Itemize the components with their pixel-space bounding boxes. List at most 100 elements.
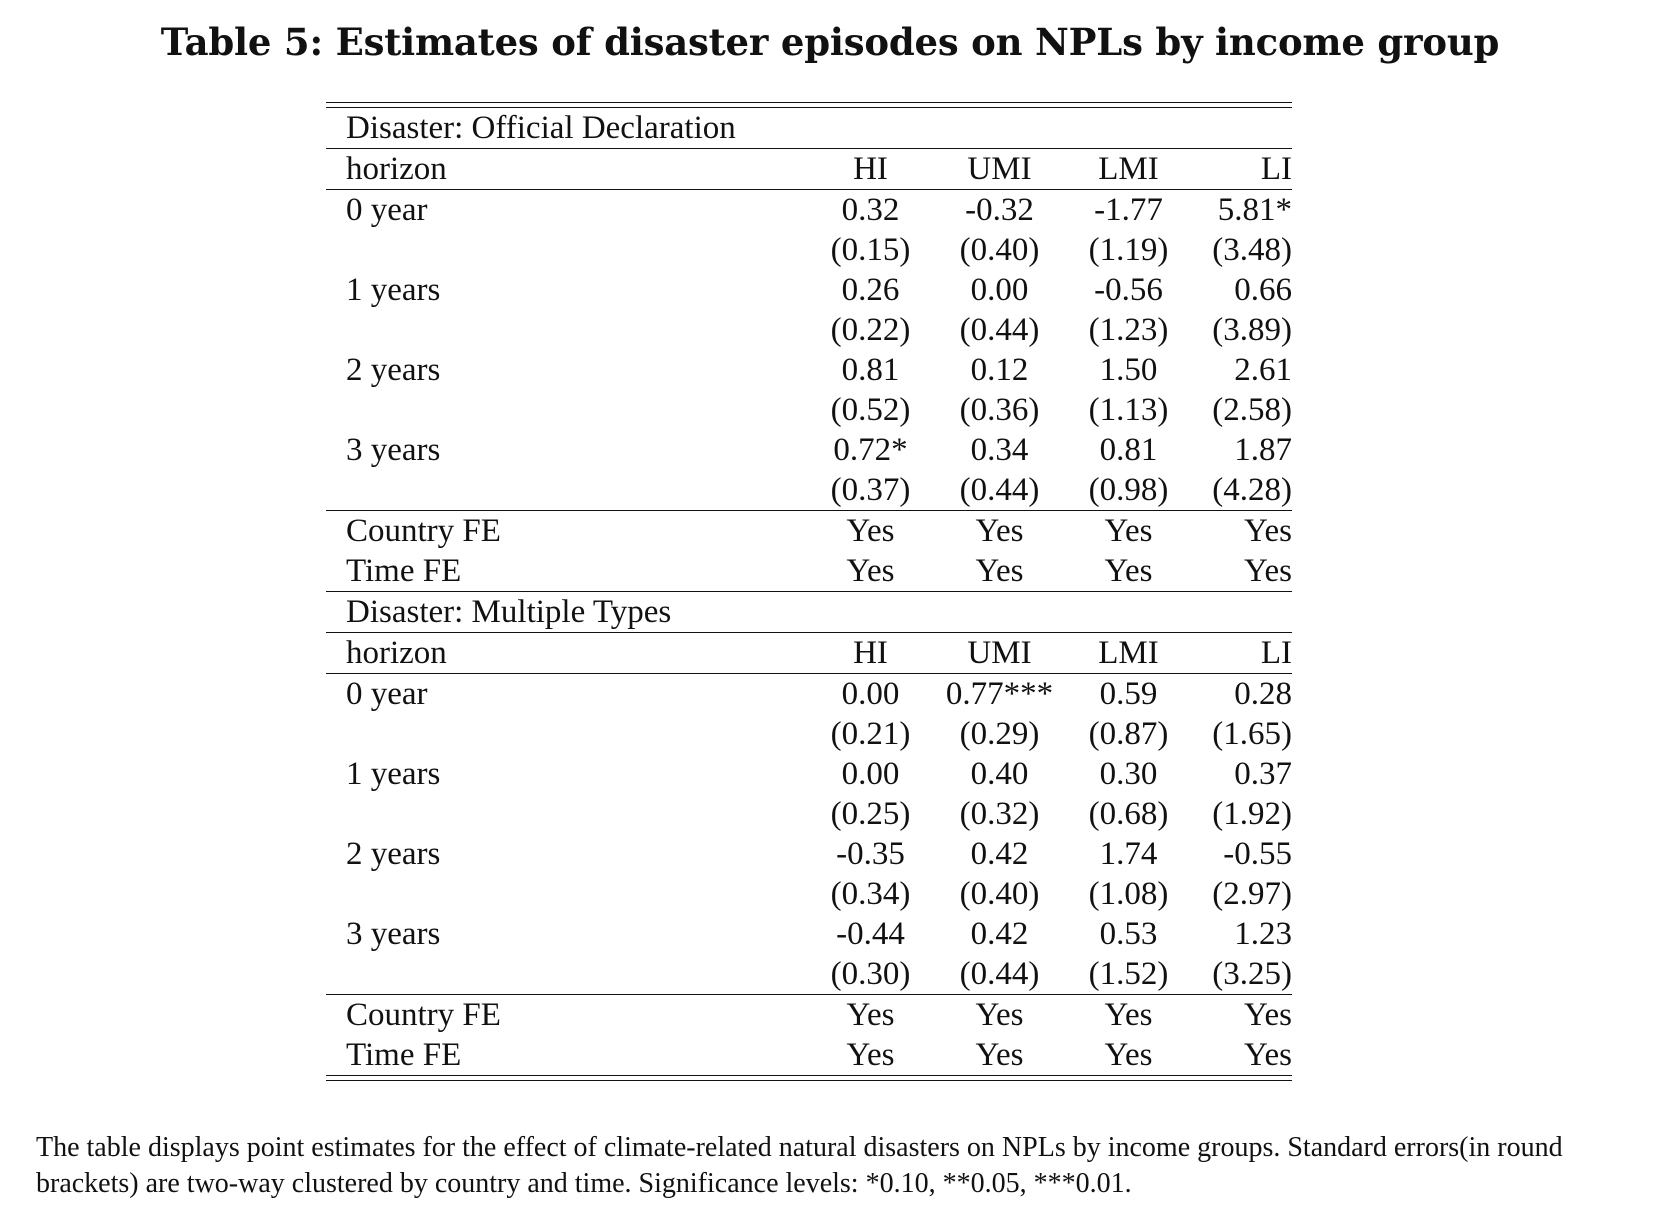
estimate-row: 0 year 0.32 -0.32 -1.77 5.81*: [326, 190, 1292, 230]
se-cell: (4.28): [1212, 472, 1292, 508]
estimate-cell: 0.28: [1234, 676, 1292, 712]
estimate-cell: 0.40: [970, 756, 1029, 792]
fe-cell: Yes: [846, 997, 895, 1033]
estimate-cell: -0.32: [965, 192, 1034, 228]
panel-heading-row: Disaster: Official Declaration: [326, 108, 1292, 148]
se-cell: (1.19): [1088, 232, 1169, 268]
se-cell: (0.25): [830, 796, 911, 832]
se-cell: (0.40): [959, 232, 1040, 268]
estimate-row: 1 years 0.00 0.40 0.30 0.37: [326, 754, 1292, 794]
estimate-cell: 0.42: [970, 836, 1029, 872]
row-label: 2 years: [346, 352, 441, 388]
estimate-cell: -0.35: [836, 836, 905, 872]
table-title: Table 5: Estimates of disaster episodes …: [160, 20, 1500, 64]
estimate-cell: 2.61: [1234, 352, 1292, 388]
se-row: (0.30) (0.44) (1.52) (3.25): [326, 954, 1292, 994]
row-label: Country FE: [346, 513, 501, 549]
estimate-cell: 0.12: [970, 352, 1029, 388]
fe-cell: Yes: [1104, 553, 1153, 589]
row-label: 0 year: [346, 676, 428, 712]
estimate-cell: 1.74: [1099, 836, 1158, 872]
column-header: LI: [1260, 635, 1292, 671]
estimate-cell: 0.77***: [945, 676, 1054, 712]
estimate-cell: 5.81*: [1217, 192, 1292, 228]
bottom-rule: [326, 1075, 1292, 1081]
fe-cell: Yes: [975, 1037, 1024, 1073]
top-rule: [326, 102, 1292, 108]
se-cell: (1.65): [1212, 716, 1292, 752]
se-cell: (0.29): [959, 716, 1040, 752]
se-cell: (1.52): [1088, 956, 1169, 992]
estimate-cell: 0.42: [970, 916, 1029, 952]
fe-cell: Yes: [1243, 513, 1292, 549]
se-cell: (0.44): [959, 956, 1040, 992]
estimate-row: 1 years 0.26 0.00 -0.56 0.66: [326, 270, 1292, 310]
fe-cell: Yes: [975, 997, 1024, 1033]
column-header: HI: [853, 635, 888, 671]
se-cell: (2.97): [1212, 876, 1292, 912]
panel-heading: Disaster: Multiple Types: [346, 594, 672, 630]
fe-cell: Yes: [846, 553, 895, 589]
estimate-cell: 1.87: [1234, 432, 1292, 468]
estimate-cell: 0.00: [841, 756, 900, 792]
se-row: (0.15) (0.40) (1.19) (3.48): [326, 230, 1292, 270]
se-cell: (2.58): [1212, 392, 1292, 428]
fe-cell: Yes: [975, 553, 1024, 589]
se-cell: (1.23): [1088, 312, 1169, 348]
se-cell: (0.44): [959, 472, 1040, 508]
row-header: horizon: [346, 635, 447, 671]
estimate-cell: 0.81: [1099, 432, 1158, 468]
se-cell: (3.89): [1212, 312, 1292, 348]
se-cell: (3.48): [1212, 232, 1292, 268]
se-cell: (0.21): [830, 716, 911, 752]
fe-row: Country FE Yes Yes Yes Yes: [326, 995, 1292, 1035]
fe-cell: Yes: [846, 513, 895, 549]
se-cell: (1.08): [1088, 876, 1169, 912]
estimate-cell: 0.53: [1099, 916, 1158, 952]
fe-cell: Yes: [1104, 513, 1153, 549]
estimate-cell: 1.23: [1234, 916, 1292, 952]
rule: [326, 591, 1292, 592]
column-header: LMI: [1098, 635, 1159, 671]
se-cell: (1.92): [1212, 796, 1292, 832]
column-header-row: horizon HI UMI LMI LI: [326, 633, 1292, 673]
se-row: (0.22) (0.44) (1.23) (3.89): [326, 310, 1292, 350]
se-cell: (0.30): [830, 956, 911, 992]
row-label: 1 years: [346, 272, 441, 308]
estimate-cell: 0.81: [841, 352, 900, 388]
row-label: 0 year: [346, 192, 428, 228]
rule: [326, 673, 1292, 674]
se-cell: (0.15): [830, 232, 911, 268]
estimate-cell: -0.55: [1223, 836, 1292, 872]
estimate-cell: -0.44: [836, 916, 905, 952]
se-cell: (0.40): [959, 876, 1040, 912]
panel-heading: Disaster: Official Declaration: [346, 110, 736, 146]
se-cell: (0.32): [959, 796, 1040, 832]
fe-row: Time FE Yes Yes Yes Yes: [326, 551, 1292, 591]
se-cell: (0.98): [1088, 472, 1169, 508]
estimate-cell: 0.66: [1234, 272, 1292, 308]
row-label: Time FE: [346, 553, 462, 589]
se-cell: (0.37): [830, 472, 911, 508]
row-label: 1 years: [346, 756, 441, 792]
row-label: 3 years: [346, 916, 441, 952]
column-header-row: horizon HI UMI LMI LI: [326, 149, 1292, 189]
rule: [326, 510, 1292, 511]
estimate-cell: -1.77: [1094, 192, 1163, 228]
se-cell: (3.25): [1212, 956, 1292, 992]
row-label: Time FE: [346, 1037, 462, 1073]
estimate-cell: 0.34: [970, 432, 1029, 468]
se-row: (0.37) (0.44) (0.98) (4.28): [326, 470, 1292, 510]
column-header: HI: [853, 151, 888, 187]
se-cell: (0.44): [959, 312, 1040, 348]
se-cell: (1.13): [1088, 392, 1169, 428]
column-header: LMI: [1098, 151, 1159, 187]
se-cell: (0.34): [830, 876, 911, 912]
estimate-cell: 0.26: [841, 272, 900, 308]
rule: [326, 632, 1292, 633]
estimate-cell: 0.37: [1234, 756, 1292, 792]
row-label: Country FE: [346, 997, 501, 1033]
fe-cell: Yes: [1243, 997, 1292, 1033]
se-cell: (0.22): [830, 312, 911, 348]
panel-heading-row: Disaster: Multiple Types: [326, 592, 1292, 632]
